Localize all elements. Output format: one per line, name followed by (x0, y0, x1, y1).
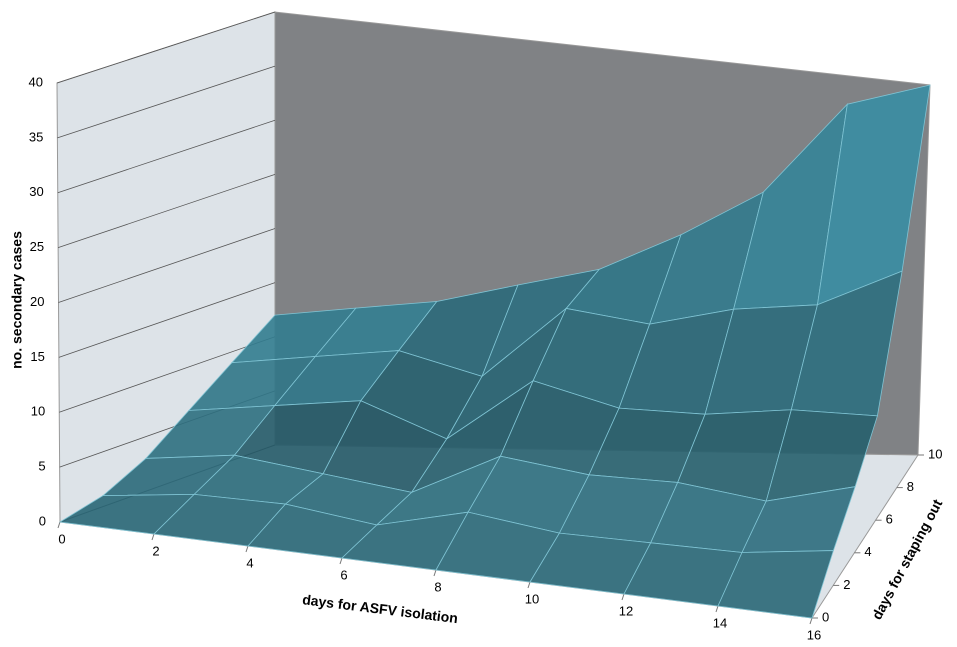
x-tick (715, 605, 719, 613)
grid-line (57, 119, 276, 194)
z-tick-label: 0 (39, 513, 46, 528)
z-tick-label: 10 (31, 404, 45, 419)
x-tick (433, 569, 437, 577)
x-tick (57, 521, 61, 529)
x-tick-label: 12 (619, 603, 633, 618)
z-tick-label: 35 (29, 129, 43, 144)
grid-line (58, 228, 276, 303)
y-tick-label: 0 (822, 609, 829, 624)
x-tick-label: 10 (525, 591, 539, 606)
x-tick-label: 8 (434, 579, 441, 594)
y-tick-label: 6 (886, 512, 893, 527)
x-tick-label: 16 (807, 627, 821, 642)
x-tick-label: 0 (58, 531, 65, 546)
y-tick-label: 8 (907, 479, 914, 494)
z-tick-label: 30 (29, 184, 43, 199)
x-tick (151, 533, 155, 541)
grid-line (57, 173, 276, 249)
x-tick (339, 557, 343, 565)
z-axis-label: no. secondary cases (9, 231, 25, 369)
grid-line (59, 336, 276, 413)
y-tick-label: 4 (864, 544, 871, 559)
x-tick (527, 581, 531, 589)
surface-patch (717, 550, 834, 619)
z-tick-label: 25 (30, 239, 44, 254)
x-tick-label: 14 (713, 615, 727, 630)
z-tick-label: 5 (38, 459, 45, 474)
x-axis-label: days for ASFV isolation (301, 591, 458, 626)
y-tick-label: 10 (928, 446, 942, 461)
grid-line (58, 282, 276, 358)
y-tick-label: 2 (843, 577, 850, 592)
x-tick (621, 593, 625, 601)
grid-line (57, 65, 276, 139)
z-tick-label: 15 (30, 349, 44, 364)
x-tick-label: 2 (152, 543, 159, 558)
y-axis-label: days for staping out (868, 496, 945, 622)
z-tick-label: 20 (30, 294, 44, 309)
x-tick-label: 4 (246, 555, 253, 570)
x-tick-label: 6 (340, 567, 347, 582)
x-tick (245, 545, 249, 553)
grid-line (56, 11, 276, 84)
z-tick-label: 40 (29, 74, 43, 89)
x-tick (809, 617, 813, 625)
